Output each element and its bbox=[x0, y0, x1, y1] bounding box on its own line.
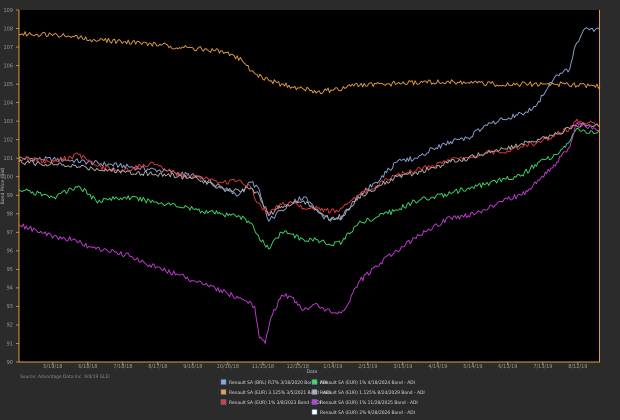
x-axis-ticks: 5/19/18 6/18/18 7/18/18 8/17/18 9/16/18 10/16… bbox=[43, 362, 587, 370]
x-tick-label: 3/15/19 bbox=[393, 364, 412, 370]
x-tick-label: 12/15/18 bbox=[287, 364, 309, 370]
legend: Renault SA (BRL) FLT% 3/18/2020 Bond - A… bbox=[220, 379, 425, 416]
x-tick-label: 5/19/18 bbox=[43, 364, 62, 370]
series-line bbox=[18, 122, 601, 344]
x-tick-label: 9/16/18 bbox=[183, 364, 202, 370]
legend-swatch bbox=[220, 399, 227, 405]
x-tick-label: 11/15/18 bbox=[252, 364, 274, 370]
series-layer bbox=[18, 27, 601, 344]
legend-swatch bbox=[311, 409, 318, 415]
y-tick-label: 108 bbox=[3, 26, 13, 32]
y-tick-label: 102 bbox=[3, 137, 13, 143]
y-tick-label: 97 bbox=[7, 230, 13, 236]
x-tick-label: 7/13/19 bbox=[533, 364, 552, 370]
y-tick-label: 98 bbox=[7, 212, 13, 218]
y-tick-label: 105 bbox=[3, 82, 13, 88]
legend-swatch bbox=[311, 399, 318, 405]
legend-swatch bbox=[220, 379, 227, 385]
y-tick-label: 109 bbox=[3, 8, 13, 14]
y-tick-label: 95 bbox=[7, 267, 13, 273]
x-axis-title: Date bbox=[307, 369, 318, 375]
legend-swatch bbox=[220, 389, 227, 395]
x-tick-label: 6/13/19 bbox=[498, 364, 517, 370]
x-tick-label: 6/18/18 bbox=[78, 364, 97, 370]
x-tick-label: 4/14/19 bbox=[428, 364, 447, 370]
y-tick-label: 94 bbox=[7, 286, 13, 292]
y-tick-label: 100 bbox=[3, 175, 13, 181]
legend-swatch bbox=[311, 379, 318, 385]
legend-swatch bbox=[311, 389, 318, 395]
y-tick-label: 101 bbox=[3, 156, 13, 162]
legend-label: Renault SA (EUR) 1% 3/8/2023 Bond - ADI bbox=[229, 400, 321, 406]
series-line bbox=[18, 122, 601, 221]
x-tick-label: 2/13/19 bbox=[358, 364, 377, 370]
legend-label: Renault SA (EUR) 1% 11/28/2025 Bond - AD… bbox=[320, 400, 418, 406]
y-tick-label: 93 bbox=[7, 304, 13, 310]
series-line bbox=[18, 27, 601, 222]
legend-label: Renault SA (EUR) 1% 4/18/2024 Bond - ADI bbox=[320, 380, 415, 386]
y-tick-label: 92 bbox=[7, 323, 13, 329]
legend-label: Renault SA (EUR) 2% 9/28/2026 Bond - ADI bbox=[320, 410, 415, 416]
y-tick-label: 96 bbox=[7, 249, 13, 255]
y-tick-label: 90 bbox=[7, 360, 13, 366]
y-tick-label: 99 bbox=[7, 193, 13, 199]
series-line bbox=[18, 31, 601, 95]
y-tick-label: 103 bbox=[3, 119, 13, 125]
legend-label: Renault SA (EUR) 3.125% 3/5/2021 Bond - … bbox=[229, 390, 331, 396]
x-tick-label: 8/12/19 bbox=[568, 364, 587, 370]
legend-label: Renault SA (EUR) 1.125% 8/24/2029 Bond -… bbox=[320, 390, 425, 396]
y-axis-ticks: 90 91 92 93 94 95 96 97 98 99 100 101 102 103 104 105 10… bbox=[3, 8, 19, 366]
y-tick-label: 91 bbox=[7, 341, 13, 347]
y-axis-title: Bond Price (Bid) bbox=[0, 167, 6, 204]
x-tick-label: 5/14/19 bbox=[463, 364, 482, 370]
series-line bbox=[18, 127, 601, 250]
y-tick-label: 107 bbox=[3, 45, 13, 51]
legend-label: Renault SA (BRL) FLT% 3/18/2020 Bond - A… bbox=[229, 380, 328, 386]
plot-background bbox=[19, 10, 600, 362]
y-tick-label: 106 bbox=[3, 63, 13, 69]
y-tick-label: 104 bbox=[3, 100, 13, 106]
x-tick-label: 7/18/18 bbox=[113, 364, 132, 370]
x-tick-label: 10/16/18 bbox=[217, 364, 239, 370]
x-tick-label: 1/14/19 bbox=[323, 364, 342, 370]
x-tick-label: 8/17/18 bbox=[148, 364, 167, 370]
source-note: Source: Advantage Data Inc. 9/4/19 GLEI bbox=[20, 374, 110, 380]
